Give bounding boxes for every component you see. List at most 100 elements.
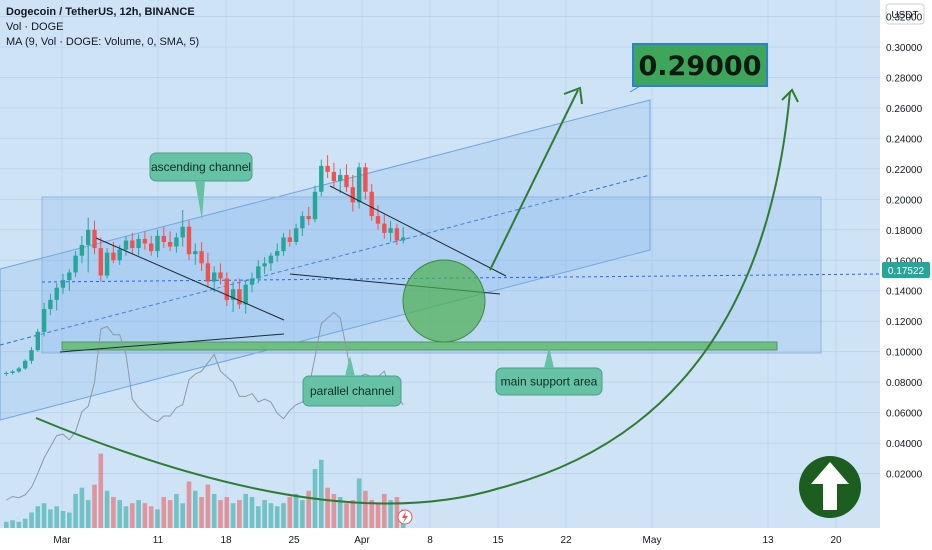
volume-bar: [92, 484, 97, 528]
currency-box: [885, 3, 925, 25]
candle-body: [136, 238, 141, 249]
candle-body: [73, 255, 78, 273]
candle-body: [325, 165, 330, 172]
candle-body: [35, 331, 40, 351]
candle-body: [249, 278, 255, 285]
x-tick-label: May: [643, 535, 662, 546]
y-tick-label: 0.02000: [886, 470, 923, 481]
target-label: 0.29000: [639, 51, 762, 82]
candle-body: [344, 174, 349, 188]
candle-body: [155, 235, 160, 252]
ascending-channel-callout-tail: [195, 181, 205, 220]
y-tick-label: 0.12000: [886, 317, 923, 328]
candle-body: [331, 171, 337, 182]
candle-body: [4, 372, 9, 374]
candle-body: [287, 237, 292, 242]
candle-body: [67, 272, 72, 281]
candle-body: [142, 238, 148, 244]
volume-bar: [224, 497, 230, 528]
volume-bar: [48, 509, 53, 528]
x-tick-label: 22: [560, 535, 572, 546]
candle-body: [319, 165, 324, 192]
candle-body: [300, 216, 305, 229]
candle-body: [356, 167, 362, 203]
volume-bar: [256, 506, 261, 528]
candle-body: [199, 251, 204, 264]
volume-bar: [180, 503, 185, 528]
candle-body: [60, 280, 66, 288]
volume-bar: [218, 500, 223, 528]
volume-bar: [230, 503, 236, 528]
x-tick-label: 25: [288, 535, 300, 546]
volume-bar: [205, 484, 211, 528]
y-tick-label: 0.28000: [886, 73, 923, 84]
volume-bar: [104, 490, 110, 528]
breakout-arrowhead: [563, 86, 583, 105]
volume-bar: [382, 493, 387, 528]
y-tick-label: 0.14000: [886, 287, 923, 298]
candle-body: [149, 243, 154, 252]
volume-bar: [73, 493, 78, 528]
lightning-icon-bolt: [402, 511, 408, 523]
volume-bar: [54, 506, 59, 528]
candle-body: [281, 237, 286, 252]
candle-body: [350, 187, 355, 203]
cup-curve: [35, 91, 791, 505]
volume-bar: [306, 490, 311, 528]
volume-bar: [10, 520, 15, 528]
candle-body: [98, 248, 103, 276]
volume-bar: [344, 503, 349, 528]
y-tick-label: 0.20000: [886, 195, 923, 206]
ascending-channel-callout-label: ascending channel: [151, 160, 251, 174]
x-tick-label: 8: [427, 535, 433, 546]
candle-body: [394, 228, 400, 241]
volume-bar: [148, 506, 154, 528]
volume-bar: [363, 490, 368, 528]
volume-bar: [167, 500, 173, 528]
volume-bar: [331, 493, 337, 528]
volume-bar: [193, 490, 198, 528]
candle-body: [306, 216, 311, 220]
volume-bar: [16, 521, 22, 528]
candle-body: [218, 272, 223, 279]
y-tick-label: 0.24000: [886, 134, 923, 145]
breakout-arrow-line: [489, 89, 579, 271]
volume-bar: [293, 493, 299, 528]
candle-body: [111, 252, 116, 261]
candle-body: [243, 284, 248, 305]
cup-arrowhead: [781, 88, 799, 103]
ma-legend: MA (9, Vol · DOGE: Volume, 0, SMA, 5): [6, 36, 200, 48]
x-tick-label: 11: [153, 535, 164, 546]
y-tick-label: 0.32000: [886, 13, 923, 24]
volume-bar: [123, 506, 129, 528]
candle-body: [41, 309, 47, 332]
candle-body: [312, 191, 318, 220]
candle-body: [388, 228, 393, 233]
currency-label: USDT: [891, 10, 918, 21]
y-tick-label: 0.06000: [886, 409, 923, 420]
volume-bar: [60, 510, 66, 528]
volume-bar: [211, 493, 217, 528]
y-tick-label: 0.22000: [886, 165, 923, 176]
volume-bar: [79, 487, 85, 528]
volume-bar: [237, 500, 242, 528]
labels: ascending channel parallel channel main su…: [149, 43, 861, 525]
last-price-line: [41, 273, 881, 283]
volume-bar: [130, 503, 135, 528]
time-axis: Mar 11 18 25 Apr 8 15 22 May 13 20: [0, 528, 932, 550]
candle-body: [401, 237, 406, 241]
volume-bar: [155, 509, 160, 528]
volume-bar: [117, 500, 122, 528]
volume-bar: [29, 512, 34, 528]
candle-body: [180, 226, 185, 238]
x-tick-label: 20: [830, 535, 842, 546]
candle-body: [23, 360, 28, 369]
volume-bar: [161, 497, 167, 528]
volume-bar: [4, 521, 9, 528]
x-tick-label: 18: [220, 535, 232, 546]
volume-bar: [319, 459, 324, 528]
volume-bar: [35, 506, 41, 528]
candle-body: [293, 228, 299, 242]
